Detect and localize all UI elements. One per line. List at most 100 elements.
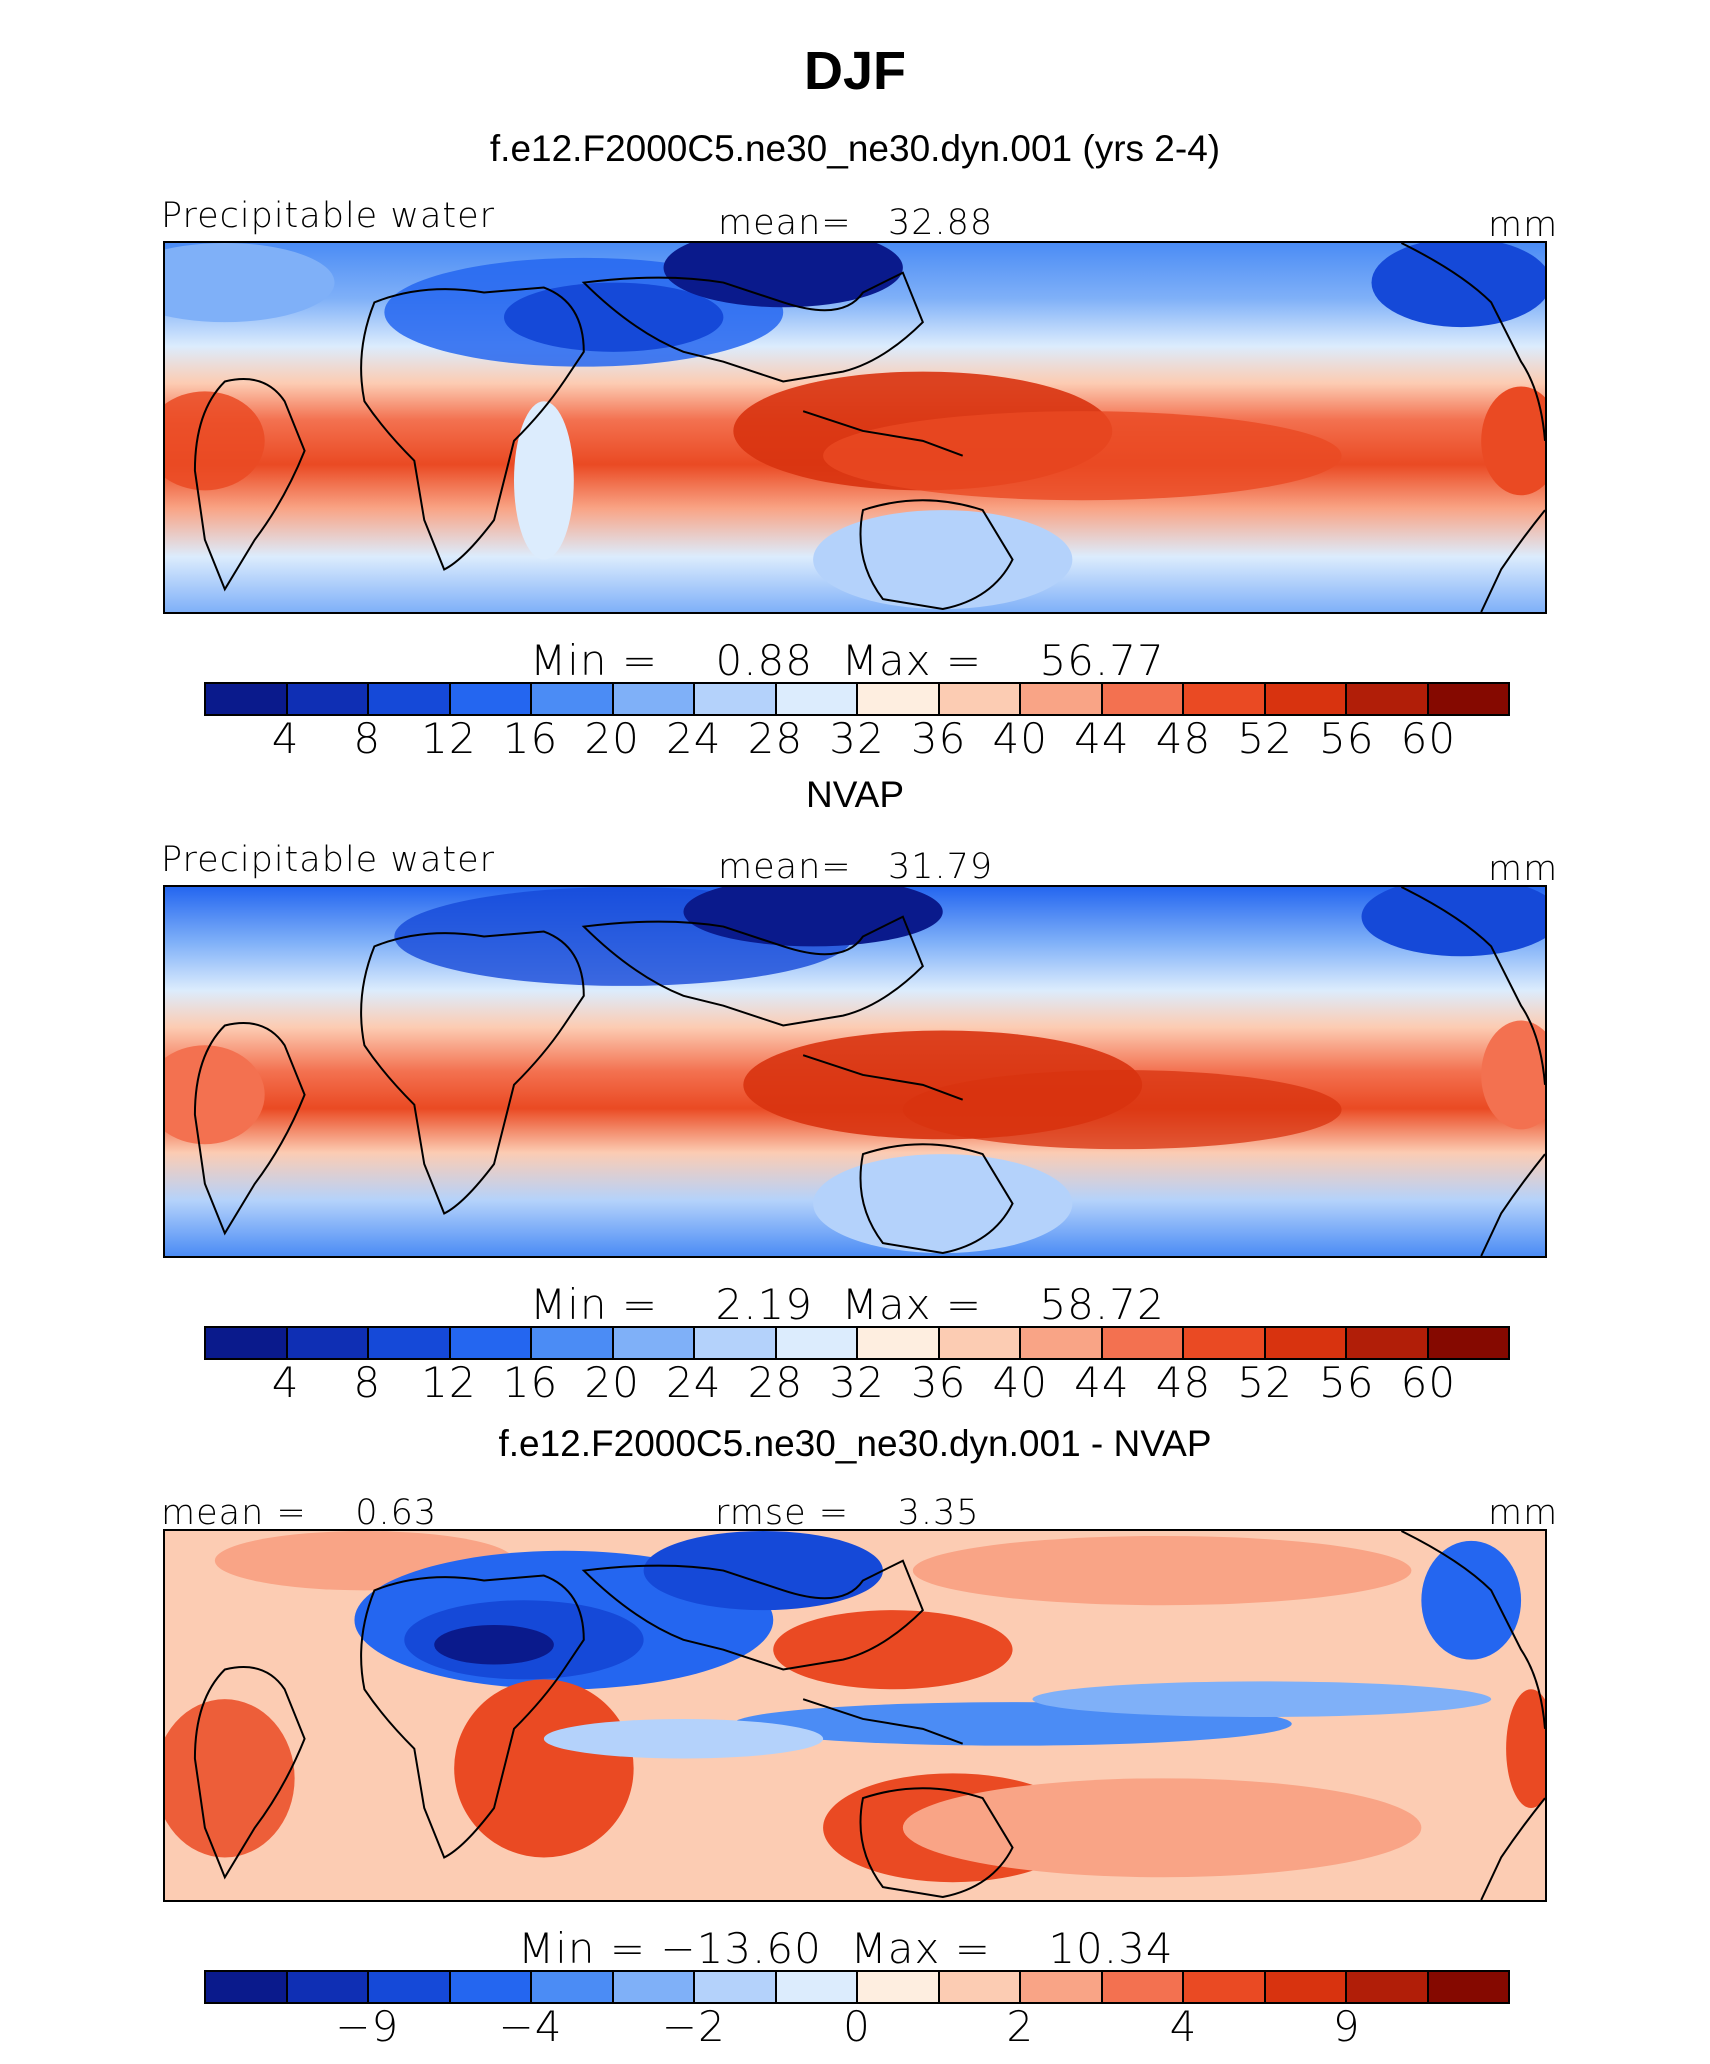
colorbar-tick-label: 48 xyxy=(1155,714,1212,763)
colorbar-tick-label: 36 xyxy=(910,714,967,763)
panel-1-colorbar xyxy=(204,682,1510,716)
panel-1-units-label: mm xyxy=(1488,205,1559,245)
colorbar-tick-label: −4 xyxy=(498,2002,563,2051)
colorbar-swatch xyxy=(1021,684,1103,714)
colorbar-tick-label: 24 xyxy=(666,714,722,763)
colorbar-swatch xyxy=(776,1972,858,2002)
colorbar-swatch xyxy=(776,684,858,714)
panel-1-contour-plot xyxy=(165,243,1545,612)
colorbar-tick-label: 4 xyxy=(1169,2002,1198,2051)
colorbar-tick-label: 52 xyxy=(1237,714,1293,763)
colorbar-swatch xyxy=(532,684,614,714)
panel-3-colorbar xyxy=(204,1970,1510,2004)
colorbar-tick-label: 56 xyxy=(1319,714,1375,763)
main-title: DJF xyxy=(803,41,906,101)
colorbar-swatch xyxy=(939,1328,1021,1358)
colorbar-tick-label: 60 xyxy=(1400,714,1457,763)
panel-1-minmax-label: Min = 0.88 Max = 56.77 xyxy=(530,636,1165,685)
colorbar-swatch xyxy=(1102,684,1184,714)
panel-3-rmse-label: rmse = 3.35 xyxy=(715,1493,980,1533)
colorbar-swatch xyxy=(1347,1972,1429,2002)
panel-3-contour-plot xyxy=(165,1531,1545,1900)
colorbar-swatch xyxy=(206,684,288,714)
colorbar-swatch xyxy=(532,1972,614,2002)
panel-1-map xyxy=(163,241,1547,614)
colorbar-swatch xyxy=(1265,684,1347,714)
panel-2-mean-label: mean= 31.79 xyxy=(718,847,994,887)
colorbar-tick-label: 8 xyxy=(353,1358,382,1407)
colorbar-swatch xyxy=(1428,1972,1508,2002)
colorbar-swatch xyxy=(1184,684,1266,714)
colorbar-tick-label: 8 xyxy=(353,714,382,763)
colorbar-tick-label: 20 xyxy=(584,714,640,763)
colorbar-swatch xyxy=(1102,1328,1184,1358)
colorbar-tick-label: 40 xyxy=(992,714,1048,763)
colorbar-swatch xyxy=(206,1972,288,2002)
colorbar-swatch xyxy=(858,1328,940,1358)
colorbar-tick-label: 20 xyxy=(584,1358,640,1407)
colorbar-swatch xyxy=(532,1328,614,1358)
panel-2-minmax-label: Min = 2.19 Max = 58.72 xyxy=(530,1280,1165,1329)
colorbar-swatch xyxy=(613,1328,695,1358)
panel-2-units-label: mm xyxy=(1488,849,1559,889)
colorbar-swatch xyxy=(287,1972,369,2002)
colorbar-tick-label: 48 xyxy=(1155,1358,1212,1407)
panel-3-mean-label: mean = 0.63 xyxy=(161,1493,438,1533)
colorbar-swatch xyxy=(695,1972,777,2002)
panel-2-title: NVAP xyxy=(805,774,904,815)
colorbar-tick-label: 28 xyxy=(747,714,804,763)
colorbar-tick-label: 36 xyxy=(910,1358,967,1407)
colorbar-swatch xyxy=(206,1328,288,1358)
colorbar-tick-label: 12 xyxy=(421,1358,477,1407)
panel-3-minmax-label: Min = −13.60 Max = 10.34 xyxy=(518,1924,1174,1973)
panel-3-units-label: mm xyxy=(1488,1493,1559,1533)
colorbar-swatch xyxy=(450,684,532,714)
colorbar-swatch xyxy=(1102,1972,1184,2002)
colorbar-tick-label: 44 xyxy=(1074,1358,1130,1407)
colorbar-tick-label: 16 xyxy=(502,714,559,763)
panel-2-variable-label: Precipitable water xyxy=(161,840,496,880)
panel-1-title: f.e12.F2000C5.ne30_ne30.dyn.001 (yrs 2-4… xyxy=(489,128,1221,169)
colorbar-tick-label: 32 xyxy=(829,714,885,763)
colorbar-swatch xyxy=(1347,684,1429,714)
panel-2-colorbar xyxy=(204,1326,1510,1360)
colorbar-swatch xyxy=(369,1328,451,1358)
colorbar-tick-label: 24 xyxy=(666,1358,722,1407)
colorbar-swatch xyxy=(613,684,695,714)
colorbar-tick-label: 40 xyxy=(992,1358,1048,1407)
colorbar-swatch xyxy=(287,1328,369,1358)
colorbar-tick-label: −2 xyxy=(661,2002,726,2051)
colorbar-swatch xyxy=(1347,1328,1429,1358)
colorbar-swatch xyxy=(776,1328,858,1358)
panel-3-colorbar-ticks: −9 −4 −2 0 2 4 9 xyxy=(0,2002,1710,2052)
colorbar-tick-label: 4 xyxy=(271,1358,300,1407)
colorbar-tick-label: 32 xyxy=(829,1358,885,1407)
colorbar-swatch xyxy=(1021,1328,1103,1358)
colorbar-swatch xyxy=(1265,1972,1347,2002)
colorbar-tick-label: 2 xyxy=(1006,2002,1035,2051)
colorbar-swatch xyxy=(1184,1972,1266,2002)
colorbar-swatch xyxy=(369,1972,451,2002)
colorbar-tick-label: 16 xyxy=(502,1358,559,1407)
colorbar-swatch xyxy=(858,684,940,714)
panel-3-title: f.e12.F2000C5.ne30_ne30.dyn.001 - NVAP xyxy=(498,1423,1212,1464)
colorbar-swatch xyxy=(1265,1328,1347,1358)
colorbar-swatch xyxy=(1184,1328,1266,1358)
colorbar-tick-label: 60 xyxy=(1400,1358,1457,1407)
colorbar-tick-label: 52 xyxy=(1237,1358,1293,1407)
colorbar-swatch xyxy=(1428,1328,1508,1358)
panel-1-mean-label: mean= 32.88 xyxy=(718,203,994,243)
colorbar-swatch xyxy=(858,1972,940,2002)
colorbar-swatch xyxy=(939,1972,1021,2002)
colorbar-swatch xyxy=(613,1972,695,2002)
colorbar-swatch xyxy=(450,1972,532,2002)
colorbar-tick-label: 28 xyxy=(747,1358,804,1407)
panel-2-colorbar-ticks: 4 8 12 16 20 24 28 32 36 40 44 48 52 56 60 xyxy=(0,1358,1710,1408)
panel-2-contour-plot xyxy=(165,887,1545,1256)
panel-1-variable-label: Precipitable water xyxy=(161,196,496,236)
panel-1-colorbar-ticks: 4 8 12 16 20 24 28 32 36 40 44 48 52 56 60 xyxy=(0,714,1710,764)
colorbar-swatch xyxy=(369,684,451,714)
colorbar-tick-label: 9 xyxy=(1332,2002,1361,2051)
colorbar-swatch xyxy=(450,1328,532,1358)
colorbar-tick-label: 12 xyxy=(421,714,477,763)
